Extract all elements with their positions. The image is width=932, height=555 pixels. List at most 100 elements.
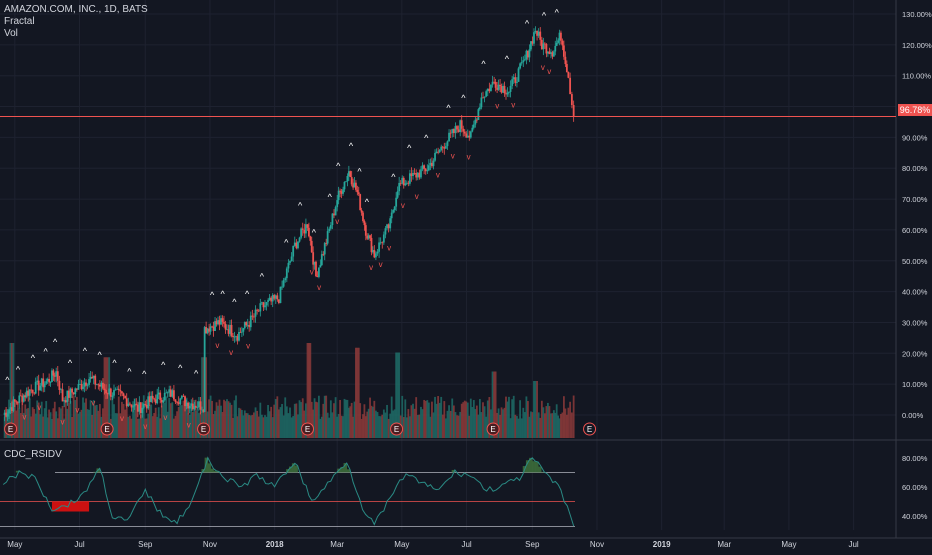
candle-body bbox=[358, 192, 360, 194]
fractal-down-marker: v bbox=[187, 421, 191, 430]
candle-body bbox=[90, 377, 92, 379]
volume-bar bbox=[453, 405, 455, 438]
price-axis-label: 20.00% bbox=[902, 349, 928, 358]
candle-body bbox=[392, 210, 394, 213]
candle-body bbox=[536, 31, 538, 36]
volume-bar bbox=[261, 415, 263, 438]
candle-body bbox=[470, 131, 472, 137]
fractal-down-marker: v bbox=[143, 422, 147, 431]
time-axis-label: 2018 bbox=[266, 540, 284, 549]
candle-body bbox=[351, 177, 353, 184]
candle-body bbox=[126, 398, 128, 406]
candle-body bbox=[477, 109, 479, 120]
candle-body bbox=[417, 173, 419, 178]
candle-body bbox=[335, 207, 337, 215]
candle-body bbox=[464, 132, 466, 134]
volume-bar bbox=[124, 410, 126, 438]
candle-body bbox=[267, 300, 269, 302]
candle-body bbox=[62, 389, 64, 401]
candle-body bbox=[127, 404, 129, 406]
candle-body bbox=[164, 393, 166, 400]
volume-bar bbox=[65, 400, 67, 438]
candle-body bbox=[566, 64, 568, 72]
candle-body bbox=[327, 231, 329, 243]
candle-body bbox=[356, 190, 358, 192]
candle-body bbox=[440, 147, 442, 150]
candle-body bbox=[181, 396, 183, 399]
candle-body bbox=[135, 404, 137, 405]
candle-body bbox=[113, 390, 115, 396]
overbought-fill bbox=[535, 462, 538, 472]
volume-bar bbox=[281, 404, 283, 438]
volume-bar bbox=[288, 413, 290, 438]
volume-bar bbox=[567, 408, 569, 438]
candle-body bbox=[269, 298, 271, 300]
volume-bar bbox=[518, 419, 520, 438]
candle-body bbox=[241, 332, 243, 333]
candle-body bbox=[554, 46, 556, 52]
volume-bar bbox=[536, 381, 538, 438]
volume-bar bbox=[514, 415, 516, 438]
candle-body bbox=[404, 183, 406, 185]
candle-body bbox=[423, 165, 425, 168]
volume-bar bbox=[176, 411, 178, 438]
volume-bar bbox=[409, 416, 411, 438]
legend-title: AMAZON.COM, INC., 1D, BATS bbox=[4, 4, 148, 16]
fractal-down-marker: v bbox=[91, 399, 95, 408]
candle-body bbox=[397, 191, 399, 197]
indicator-title: CDC_RSIDV bbox=[4, 449, 62, 460]
candle-body bbox=[571, 94, 573, 105]
candle-body bbox=[567, 72, 569, 78]
candle-body bbox=[381, 242, 383, 243]
candle-body bbox=[490, 85, 492, 92]
volume-bar bbox=[377, 412, 379, 438]
candle-body bbox=[105, 390, 107, 393]
candle-body bbox=[514, 77, 516, 83]
candle-body bbox=[400, 183, 402, 184]
volume-bar bbox=[248, 415, 250, 438]
candle-body bbox=[562, 41, 564, 46]
volume-bar bbox=[378, 416, 380, 438]
candle-body bbox=[121, 391, 123, 393]
volume-bar bbox=[294, 404, 296, 438]
volume-bar bbox=[385, 413, 387, 438]
volume-bar bbox=[539, 418, 541, 438]
candle-body bbox=[173, 390, 175, 399]
volume-bar bbox=[173, 419, 175, 438]
candle-body bbox=[45, 381, 47, 383]
candle-body bbox=[481, 97, 483, 107]
overbought-fill bbox=[532, 461, 535, 472]
candle-body bbox=[485, 91, 487, 96]
candle-body bbox=[153, 398, 155, 399]
last-price-badge: 96.78% bbox=[898, 104, 932, 116]
volume-bar bbox=[170, 403, 172, 438]
candle-body bbox=[225, 324, 227, 330]
candle-body bbox=[319, 265, 321, 267]
volume-bar bbox=[183, 401, 185, 438]
time-axis-label: Mar bbox=[330, 540, 344, 549]
volume-bar bbox=[458, 416, 460, 438]
candle-body bbox=[107, 393, 109, 394]
candle-body bbox=[200, 401, 202, 409]
fractal-down-marker: v bbox=[436, 170, 440, 179]
candle-body bbox=[152, 396, 154, 399]
price-axis-label: 40.00% bbox=[902, 288, 928, 297]
candle-body bbox=[433, 161, 435, 167]
fractal-down-marker: v bbox=[37, 403, 41, 412]
volume-bar bbox=[127, 417, 129, 438]
volume-bar bbox=[129, 416, 131, 438]
candle-body bbox=[288, 263, 290, 269]
candle-body bbox=[522, 60, 524, 62]
volume-bar bbox=[289, 408, 291, 438]
earnings-marker-label: E bbox=[104, 425, 109, 434]
candle-body bbox=[104, 389, 106, 390]
volume-bar bbox=[76, 397, 78, 438]
candle-body bbox=[280, 287, 282, 303]
candle-body bbox=[116, 389, 118, 390]
volume-bar bbox=[297, 414, 299, 438]
earnings-marker-label: E bbox=[201, 425, 206, 434]
volume-bar bbox=[516, 416, 518, 438]
candle-body bbox=[102, 383, 104, 389]
